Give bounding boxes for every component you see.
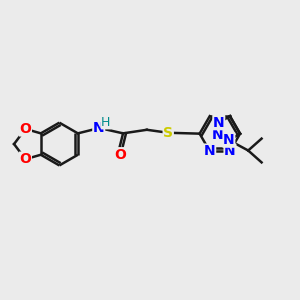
Text: N: N <box>223 133 235 147</box>
Text: N: N <box>204 144 216 158</box>
Text: O: O <box>114 148 126 162</box>
Text: O: O <box>20 152 31 166</box>
Text: H: H <box>101 116 110 129</box>
Text: N: N <box>213 116 225 130</box>
Text: N: N <box>93 121 104 135</box>
Text: O: O <box>20 122 31 136</box>
Text: N: N <box>224 144 236 158</box>
Text: N: N <box>212 128 223 142</box>
Text: S: S <box>163 126 173 140</box>
